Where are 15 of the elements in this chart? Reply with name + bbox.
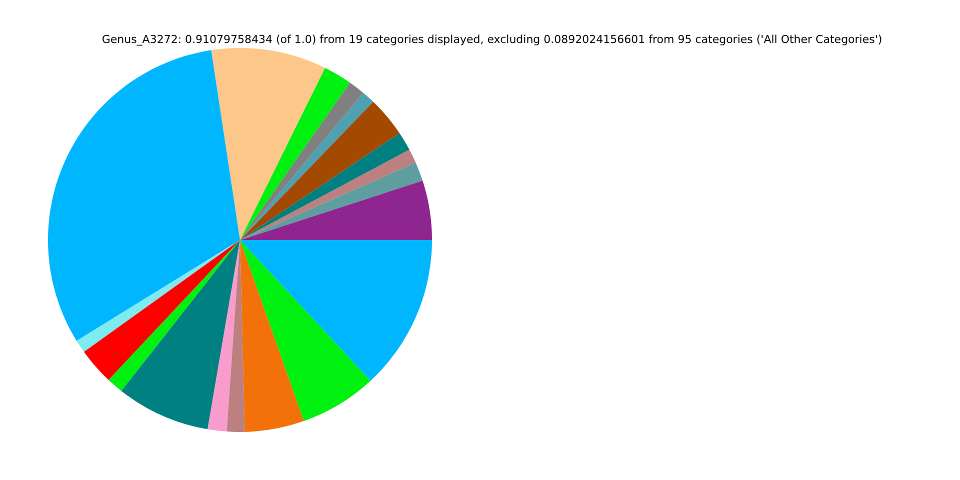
pie-slice (240, 68, 350, 240)
pie-slice (211, 48, 326, 240)
pie-slice (76, 240, 240, 352)
text: Genus_A3272: 0.91079758434 (of 1.0) from 19 categories displayed, excluding 0.0892024156601 from 95 categories ('All Other Categories') (102, 33, 882, 46)
pie-slice (240, 240, 304, 432)
pie-slice (240, 102, 400, 240)
pie-slice (240, 180, 432, 240)
pie-slice (108, 240, 240, 391)
pie-slice (240, 133, 410, 240)
pie-slice (208, 240, 240, 432)
pie-slice (240, 162, 423, 240)
pie-slice (121, 240, 240, 430)
pie-slice (84, 240, 240, 380)
pie-slice (240, 240, 371, 422)
pie-slice (240, 150, 416, 240)
